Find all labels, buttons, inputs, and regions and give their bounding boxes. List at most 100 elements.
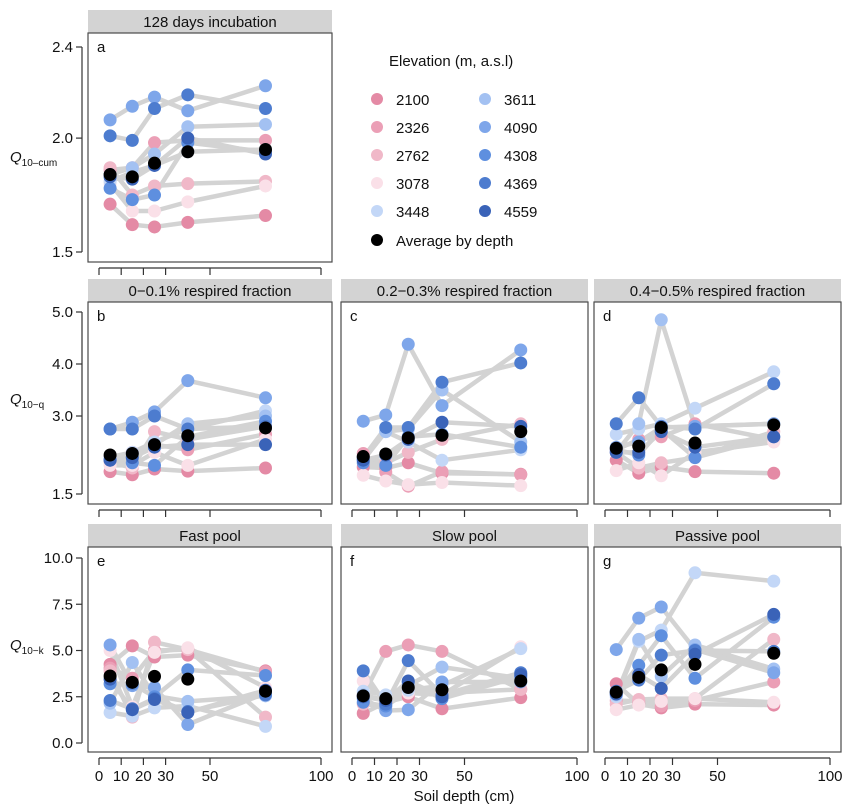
point-4559 — [688, 647, 702, 661]
point-4369 — [609, 417, 623, 431]
point-4090 — [654, 600, 668, 614]
panel-a: 128 days incubation a 1.5 2.0 2.4 Q10–cum — [10, 10, 333, 275]
x-tick-label: 30 — [664, 768, 681, 785]
point-3078 — [514, 479, 528, 493]
x-axis — [98, 267, 322, 275]
point-2100 — [259, 209, 272, 223]
x-tick-label: 20 — [642, 768, 659, 785]
point-4090 — [259, 79, 272, 93]
point-4559 — [435, 415, 449, 429]
point-3078 — [435, 476, 449, 490]
x-tick-label: 30 — [157, 768, 174, 785]
point-2326 — [514, 468, 528, 482]
point-3078 — [379, 474, 393, 488]
point-2100 — [356, 706, 370, 720]
point-2100 — [688, 465, 702, 479]
point-2762 — [148, 179, 161, 193]
point-4090 — [514, 343, 528, 357]
point-2762 — [259, 710, 272, 724]
point-2762 — [148, 425, 161, 439]
average-points — [356, 425, 528, 464]
average-point — [514, 674, 528, 688]
point-2326 — [379, 644, 393, 658]
legend-label: 2326 — [396, 120, 429, 137]
point-4369 — [435, 375, 449, 389]
average-point — [125, 446, 139, 460]
legend-item-2100: 2100 — [371, 92, 429, 109]
legend-label: 2762 — [396, 148, 429, 165]
legend-title: Elevation (m, a.s.l) — [389, 53, 513, 70]
point-3611 — [259, 117, 272, 131]
point-4369 — [379, 420, 393, 434]
average-point — [401, 681, 415, 694]
y-axis-title: Q10−k — [10, 637, 45, 657]
point-4090 — [148, 90, 161, 104]
point-4090 — [632, 611, 646, 625]
point-4308 — [181, 663, 195, 677]
y-tick-label: 4.0 — [52, 356, 73, 373]
y-tick-label: 5.0 — [52, 643, 73, 660]
average-points — [103, 421, 272, 462]
legend-swatch — [479, 121, 491, 133]
point-4559 — [125, 703, 139, 717]
point-4559 — [767, 430, 781, 444]
point-4559 — [654, 681, 668, 695]
y-tick-label: 7.5 — [52, 596, 73, 613]
legend-swatch — [479, 177, 491, 189]
x-tick-label: 50 — [456, 768, 473, 785]
x-tick-label: 100 — [308, 768, 333, 785]
legend-swatch-average — [371, 234, 383, 246]
y-tick-label: 1.5 — [52, 486, 73, 503]
legend: Elevation (m, a.s.l) 2100 2326 2762 3078 344… — [371, 53, 537, 250]
point-4369 — [654, 648, 668, 662]
point-4090 — [767, 666, 781, 680]
point-2326 — [148, 136, 161, 150]
point-3078 — [356, 674, 370, 688]
panel-strip-title: Fast pool — [179, 528, 241, 545]
legend-swatch — [479, 205, 491, 217]
x-tick-label: 50 — [202, 768, 219, 785]
average-point — [379, 447, 393, 461]
x-tick-label: 10 — [619, 768, 636, 785]
y-axis: 0.0 2.5 5.0 7.5 10.0 — [44, 550, 83, 752]
point-3078 — [654, 694, 668, 708]
point-4090 — [148, 681, 161, 694]
legend-label: 3611 — [504, 92, 536, 109]
point-3078 — [181, 458, 195, 472]
average-point — [259, 143, 272, 156]
point-4308 — [688, 671, 702, 685]
legend-label: 3448 — [396, 204, 429, 221]
average-point — [356, 450, 370, 464]
point-4308 — [125, 193, 139, 207]
legend-label: 3078 — [396, 176, 429, 193]
point-2100 — [259, 461, 272, 475]
y-tick-label: 2.4 — [52, 39, 73, 56]
average-point — [103, 669, 117, 683]
panel-f: Slow pool f 0 10 20 30 50 100 — [340, 524, 590, 785]
y-tick-label: 0.0 — [52, 735, 73, 752]
point-3448 — [435, 453, 449, 467]
point-3078 — [632, 698, 646, 712]
panel-c: 0.2−0.3% respired fraction c — [340, 279, 589, 517]
panel-strip-title: 128 days incubation — [143, 14, 276, 31]
point-2762 — [148, 635, 161, 649]
point-4090 — [103, 638, 117, 652]
panel-d: 0.4−0.5% respired fraction d — [593, 279, 842, 517]
panel-strip — [88, 524, 332, 547]
point-2762 — [767, 632, 781, 646]
legend-items: 2100 2326 2762 3078 3448 3611 4090 4308 4369 4559… — [371, 92, 537, 250]
y-tick-label: 2.0 — [52, 130, 73, 147]
x-tick-label: 100 — [817, 768, 842, 785]
x-axis — [604, 509, 831, 517]
y-axis: 1.5 2.0 2.4 — [52, 39, 83, 261]
legend-item-3611: 3611 — [479, 92, 536, 109]
panel-strip-title: Slow pool — [432, 528, 497, 545]
legend-swatch — [371, 121, 383, 133]
y-tick-label: 10.0 — [44, 550, 73, 567]
point-4369 — [103, 422, 117, 436]
point-3611 — [654, 313, 668, 327]
average-point — [609, 685, 623, 699]
point-4559 — [181, 131, 195, 145]
y-axis: 1.5 3.0 4.0 5.0 — [52, 304, 83, 503]
